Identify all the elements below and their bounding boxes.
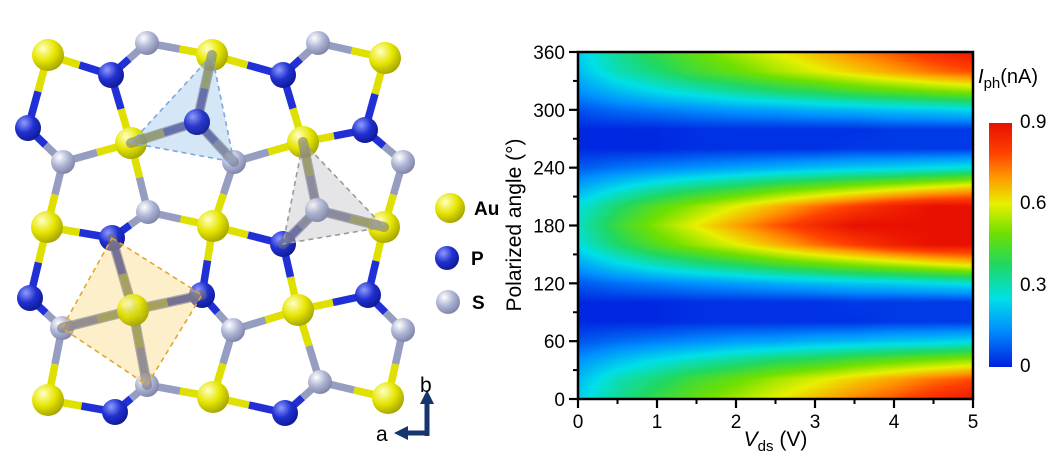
atom-P — [17, 285, 43, 311]
atom-P — [15, 115, 41, 141]
atom-S — [306, 31, 330, 55]
atom-P — [98, 62, 124, 88]
atom-P — [184, 109, 210, 135]
highlight-outline — [281, 140, 386, 245]
legend-label-S: S — [472, 293, 485, 314]
atom-S — [136, 200, 160, 224]
colorbar-subscript: ph — [983, 75, 1001, 92]
atom-P — [270, 62, 296, 88]
atom-S — [221, 318, 245, 342]
x-axis-subscript: ds — [757, 438, 774, 456]
colorbar-tick-label: 0.3 — [1020, 274, 1047, 296]
atom-Au — [31, 211, 63, 243]
highlight-outline — [129, 53, 236, 164]
legend-label-P: P — [471, 249, 484, 270]
legend-swatch-S — [436, 290, 460, 314]
colorbar-symbol: I — [978, 66, 984, 88]
colorbar-title: Iph(nA) — [978, 66, 1038, 92]
x-axis-unit: (V) — [779, 428, 808, 451]
atom-Au — [282, 294, 314, 326]
atom-S — [51, 150, 75, 174]
atom-S — [391, 150, 415, 174]
colorbar — [989, 123, 1012, 367]
colorbar-tick-label: 0 — [1020, 356, 1031, 377]
colorbar-unit: (nA) — [1000, 66, 1039, 88]
legend-swatch-Au — [435, 193, 465, 223]
atom-P — [355, 282, 381, 308]
structure-legend: Au P S — [435, 193, 499, 314]
atom-P — [352, 117, 378, 143]
atom-S — [305, 198, 329, 222]
colorbar-tick-label: 0.6 — [1020, 193, 1047, 215]
atom-Au — [197, 210, 229, 242]
atom-S — [135, 31, 159, 55]
x-axis-symbol: V — [743, 428, 758, 451]
atom-Au — [32, 39, 64, 71]
b-axis-arrowhead — [420, 390, 434, 404]
legend-swatch-P — [435, 246, 459, 270]
S-coordination-triangle — [278, 137, 389, 249]
P-coordination-triangle — [126, 50, 239, 167]
atom-Au — [117, 294, 149, 326]
atom-P — [102, 399, 128, 425]
b-axis-label: b — [420, 374, 432, 397]
atom-P — [272, 400, 298, 426]
x-axis-label: Vds (V) — [578, 428, 973, 455]
y-axis-label: Polarized angle (°) — [503, 138, 526, 312]
heatmap-plot — [578, 52, 973, 399]
atom-Au — [32, 384, 64, 416]
lattice-axes-indicator: ba — [376, 374, 434, 446]
Au-coordination-square — [57, 233, 207, 390]
atom-S — [308, 370, 332, 394]
a-axis-arrowhead — [394, 426, 408, 440]
atom-Au — [372, 382, 404, 414]
atom-S — [391, 318, 415, 342]
colorbar-tick-label: 0.9 — [1020, 112, 1047, 133]
a-axis-label: a — [376, 423, 388, 446]
atom-Au — [369, 42, 401, 74]
atom-Au — [197, 381, 229, 413]
legend-label-Au: Au — [474, 199, 499, 220]
